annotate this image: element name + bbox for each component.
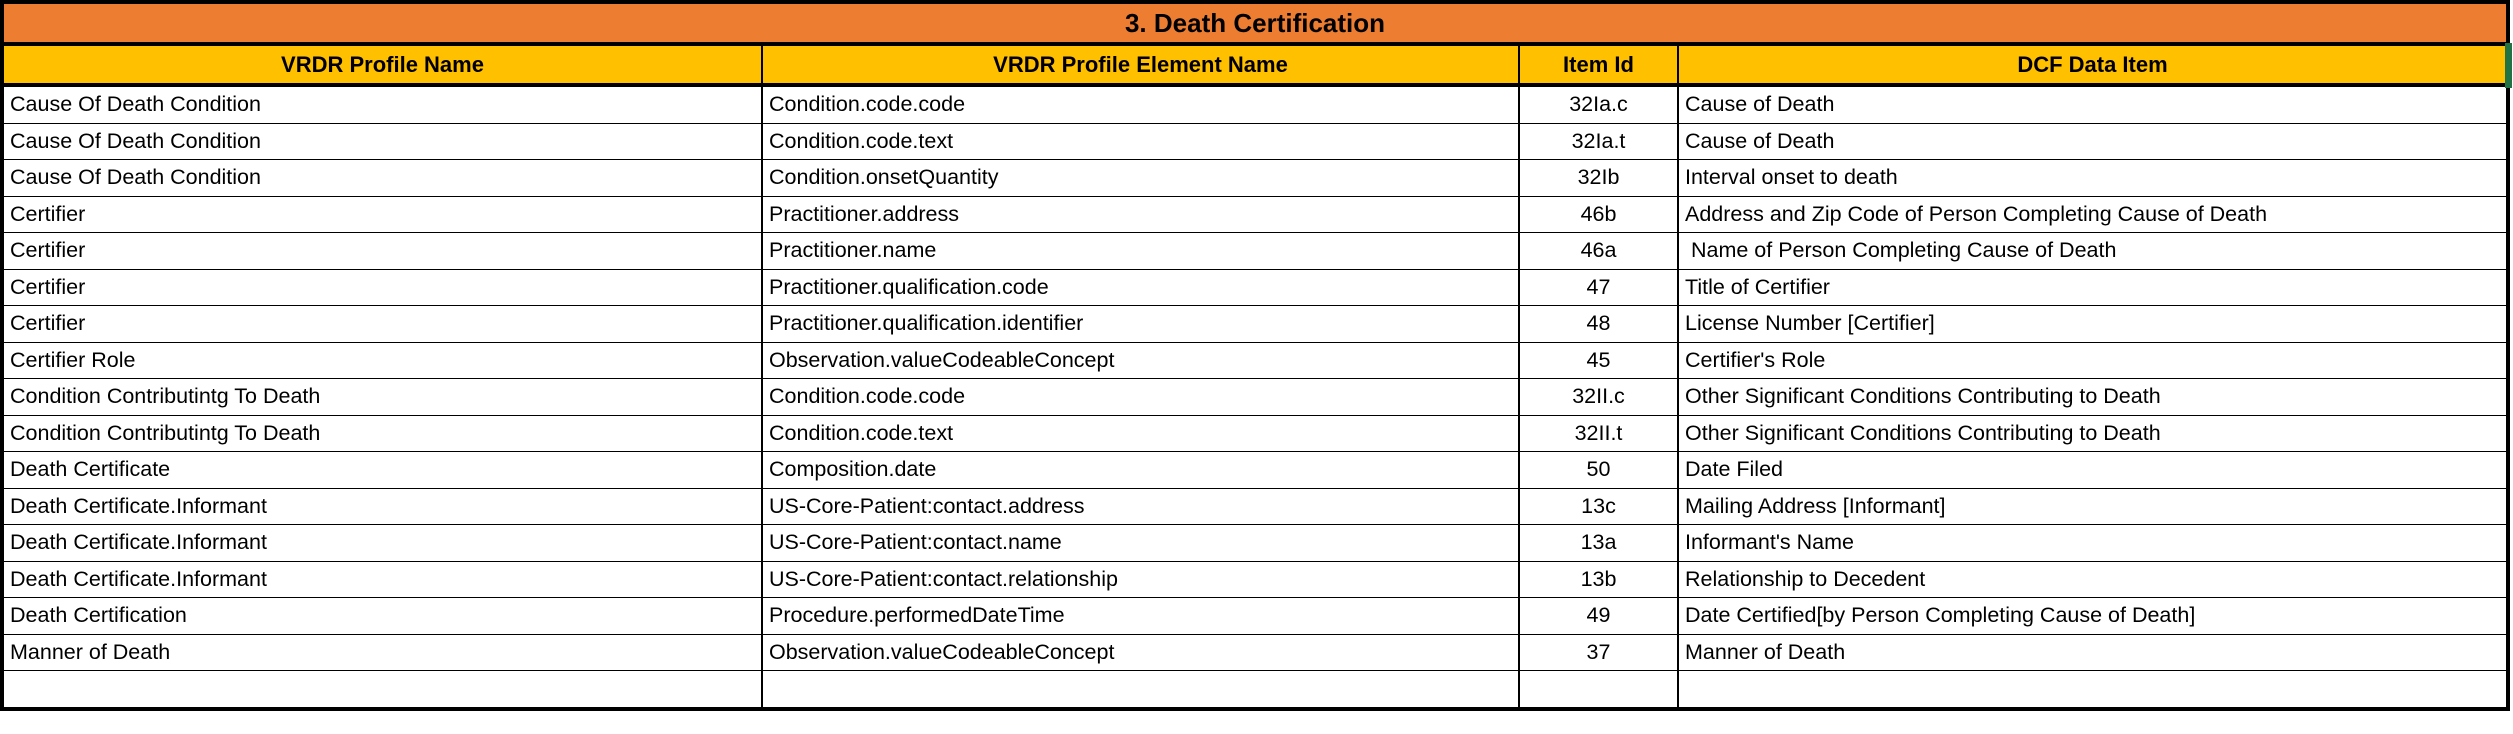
cell-item-id[interactable]: 37	[1518, 633, 1678, 671]
col-header-vrdr-profile-name[interactable]: VRDR Profile Name	[2, 44, 762, 87]
cell-vrdr-profile-element-name[interactable]: Procedure.performedDateTime	[761, 597, 1519, 635]
cell-item-id[interactable]: 45	[1518, 341, 1678, 379]
cell-dcf-data-item[interactable]: Date Filed	[1677, 451, 2508, 489]
cell-vrdr-profile-name[interactable]: Death Certificate.Informant	[2, 524, 762, 562]
cell-vrdr-profile-element-name[interactable]: Practitioner.name	[761, 232, 1519, 270]
cell-vrdr-profile-element-name[interactable]: Practitioner.qualification.identifier	[761, 305, 1519, 343]
cell-vrdr-profile-name[interactable]: Death Certificate.Informant	[2, 560, 762, 598]
cell-dcf-data-item[interactable]: Date Certified[by Person Completing Caus…	[1677, 597, 2508, 635]
cell-dcf-data-item[interactable]: Address and Zip Code of Person Completin…	[1677, 195, 2508, 233]
cell-dcf-data-item[interactable]: Informant's Name	[1677, 524, 2508, 562]
cell-dcf-data-item[interactable]: Cause of Death	[1677, 122, 2508, 160]
table-row: Condition Contributintg To Death Conditi…	[2, 414, 2508, 452]
cell-vrdr-profile-name[interactable]	[2, 670, 762, 709]
cell-dcf-data-item[interactable]: Certifier's Role	[1677, 341, 2508, 379]
table-row: Cause Of Death Condition Condition.code.…	[2, 84, 2508, 124]
cell-dcf-data-item[interactable]: Interval onset to death	[1677, 159, 2508, 197]
table-row: Manner of Death Observation.valueCodeabl…	[2, 633, 2508, 671]
table-row: Cause Of Death Condition Condition.code.…	[2, 122, 2508, 160]
table-body: Cause Of Death Condition Condition.code.…	[2, 84, 2508, 709]
cell-dcf-data-item[interactable]: Name of Person Completing Cause of Death	[1677, 232, 2508, 270]
cell-vrdr-profile-element-name[interactable]: Observation.valueCodeableConcept	[761, 341, 1519, 379]
cell-vrdr-profile-element-name[interactable]: US-Core-Patient:contact.relationship	[761, 560, 1519, 598]
table-row: Certifier Role Observation.valueCodeable…	[2, 341, 2508, 379]
table-row: Death Certification Procedure.performedD…	[2, 597, 2508, 635]
cell-vrdr-profile-name[interactable]: Condition Contributintg To Death	[2, 378, 762, 416]
column-header-row: VRDR Profile Name VRDR Profile Element N…	[2, 44, 2508, 87]
table-row: Certifier Practitioner.qualification.ide…	[2, 305, 2508, 343]
cell-vrdr-profile-element-name[interactable]: US-Core-Patient:contact.address	[761, 487, 1519, 525]
table-row: Certifier Practitioner.name 46a Name of …	[2, 232, 2508, 270]
cell-item-id[interactable]: 32II.t	[1518, 414, 1678, 452]
cell-vrdr-profile-name[interactable]: Certifier	[2, 305, 762, 343]
cell-vrdr-profile-name[interactable]: Death Certification	[2, 597, 762, 635]
cell-vrdr-profile-element-name[interactable]: US-Core-Patient:contact.name	[761, 524, 1519, 562]
cell-item-id[interactable]: 32Ia.c	[1518, 84, 1678, 124]
cell-item-id[interactable]: 47	[1518, 268, 1678, 306]
table-row	[2, 670, 2508, 709]
cell-dcf-data-item[interactable]	[1677, 670, 2508, 709]
cell-item-id[interactable]: 13c	[1518, 487, 1678, 525]
table-title[interactable]: 3. Death Certification	[2, 2, 2508, 46]
cell-dcf-data-item[interactable]: Other Significant Conditions Contributin…	[1677, 414, 2508, 452]
title-row: 3. Death Certification	[2, 2, 2508, 46]
cell-item-id[interactable]: 13a	[1518, 524, 1678, 562]
table-row: Condition Contributintg To Death Conditi…	[2, 378, 2508, 416]
adjacent-green-cell-strip	[2505, 43, 2512, 88]
cell-vrdr-profile-name[interactable]: Certifier	[2, 195, 762, 233]
cell-dcf-data-item[interactable]: Title of Certifier	[1677, 268, 2508, 306]
cell-vrdr-profile-name[interactable]: Certifier Role	[2, 341, 762, 379]
cell-vrdr-profile-name[interactable]: Manner of Death	[2, 633, 762, 671]
cell-vrdr-profile-element-name[interactable]: Condition.code.text	[761, 122, 1519, 160]
cell-item-id[interactable]: 46b	[1518, 195, 1678, 233]
cell-vrdr-profile-element-name[interactable]: Condition.code.code	[761, 378, 1519, 416]
cell-vrdr-profile-element-name[interactable]: Practitioner.address	[761, 195, 1519, 233]
table-row: Death Certificate.Informant US-Core-Pati…	[2, 524, 2508, 562]
col-header-vrdr-profile-element-name[interactable]: VRDR Profile Element Name	[761, 44, 1519, 87]
cell-dcf-data-item[interactable]: License Number [Certifier]	[1677, 305, 2508, 343]
cell-vrdr-profile-name[interactable]: Cause Of Death Condition	[2, 159, 762, 197]
cell-vrdr-profile-element-name[interactable]	[761, 670, 1519, 709]
cell-vrdr-profile-element-name[interactable]: Observation.valueCodeableConcept	[761, 633, 1519, 671]
cell-item-id[interactable]: 32II.c	[1518, 378, 1678, 416]
cell-vrdr-profile-element-name[interactable]: Condition.onsetQuantity	[761, 159, 1519, 197]
cell-dcf-data-item[interactable]: Cause of Death	[1677, 84, 2508, 124]
death-certification-table: 3. Death Certification VRDR Profile Name…	[0, 0, 2510, 711]
table-row: Cause Of Death Condition Condition.onset…	[2, 159, 2508, 197]
table-row: Death Certificate.Informant US-Core-Pati…	[2, 487, 2508, 525]
cell-vrdr-profile-element-name[interactable]: Condition.code.code	[761, 84, 1519, 124]
cell-dcf-data-item[interactable]: Mailing Address [Informant]	[1677, 487, 2508, 525]
cell-item-id[interactable]: 32Ib	[1518, 159, 1678, 197]
table-row: Certifier Practitioner.address 46b Addre…	[2, 195, 2508, 233]
cell-vrdr-profile-element-name[interactable]: Composition.date	[761, 451, 1519, 489]
cell-vrdr-profile-name[interactable]: Death Certificate	[2, 451, 762, 489]
cell-vrdr-profile-name[interactable]: Death Certificate.Informant	[2, 487, 762, 525]
col-header-dcf-data-item[interactable]: DCF Data Item	[1677, 44, 2508, 87]
cell-vrdr-profile-element-name[interactable]: Practitioner.qualification.code	[761, 268, 1519, 306]
cell-dcf-data-item[interactable]: Relationship to Decedent	[1677, 560, 2508, 598]
cell-item-id[interactable]: 50	[1518, 451, 1678, 489]
cell-item-id[interactable]: 49	[1518, 597, 1678, 635]
cell-dcf-data-item[interactable]: Other Significant Conditions Contributin…	[1677, 378, 2508, 416]
table-row: Death Certificate Composition.date 50 Da…	[2, 451, 2508, 489]
cell-item-id[interactable]: 48	[1518, 305, 1678, 343]
col-header-item-id[interactable]: Item Id	[1518, 44, 1678, 87]
cell-vrdr-profile-element-name[interactable]: Condition.code.text	[761, 414, 1519, 452]
cell-dcf-data-item[interactable]: Manner of Death	[1677, 633, 2508, 671]
cell-vrdr-profile-name[interactable]: Certifier	[2, 232, 762, 270]
cell-vrdr-profile-name[interactable]: Certifier	[2, 268, 762, 306]
cell-item-id[interactable]: 13b	[1518, 560, 1678, 598]
cell-vrdr-profile-name[interactable]: Condition Contributintg To Death	[2, 414, 762, 452]
table-row: Death Certificate.Informant US-Core-Pati…	[2, 560, 2508, 598]
cell-item-id[interactable]: 46a	[1518, 232, 1678, 270]
table-row: Certifier Practitioner.qualification.cod…	[2, 268, 2508, 306]
cell-item-id[interactable]	[1518, 670, 1678, 709]
cell-vrdr-profile-name[interactable]: Cause Of Death Condition	[2, 122, 762, 160]
cell-item-id[interactable]: 32Ia.t	[1518, 122, 1678, 160]
cell-vrdr-profile-name[interactable]: Cause Of Death Condition	[2, 84, 762, 124]
